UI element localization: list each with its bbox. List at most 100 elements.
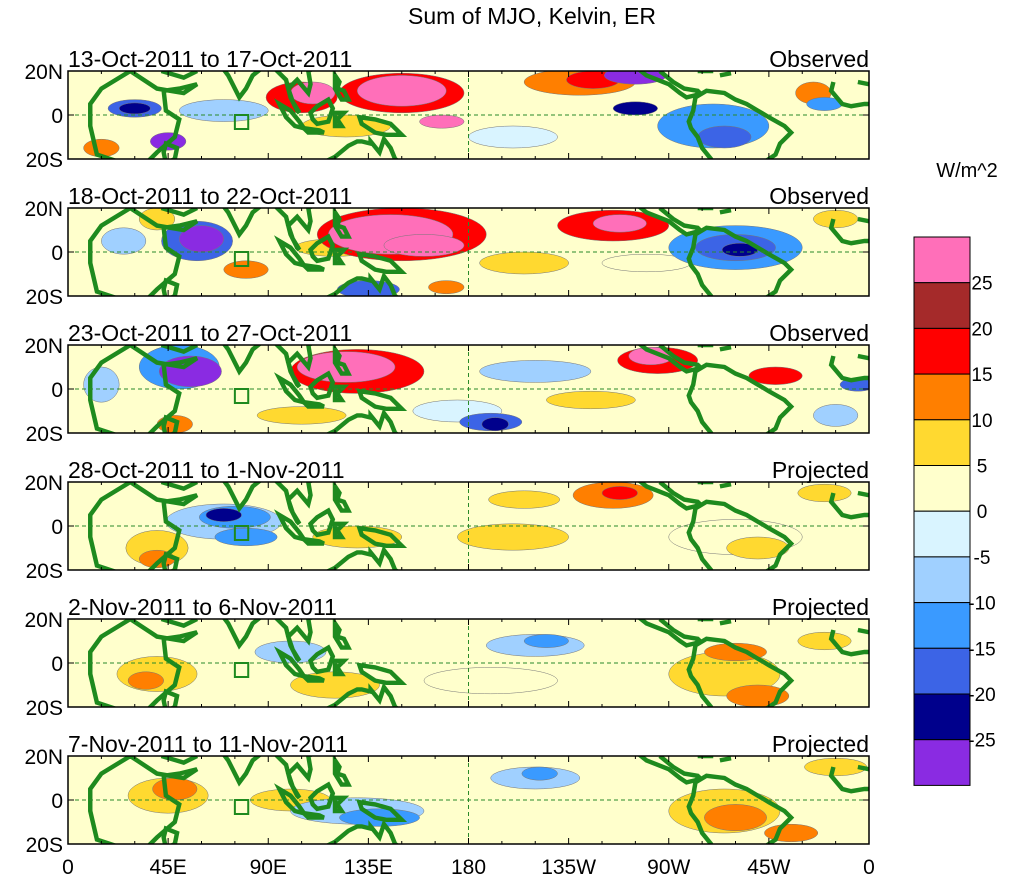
lat-label: 0	[51, 516, 63, 539]
anomaly-contour	[256, 406, 347, 425]
anomaly-contour	[152, 777, 198, 801]
colorbar-label: 20	[971, 319, 992, 340]
box-marker	[233, 388, 250, 404]
panel-date-range: 7-Nov-2011 to 11-Nov-2011	[68, 731, 348, 757]
lon-label: 180	[451, 856, 486, 879]
panel-date-range: 23-Oct-2011 to 27-Oct-2011	[68, 320, 352, 346]
anomaly-contour	[813, 209, 859, 229]
panel-status: Projected	[772, 457, 869, 483]
anomaly-contour	[357, 75, 447, 107]
lon-label: 45E	[149, 856, 186, 879]
lat-label: 0	[51, 105, 63, 128]
map-panel-2: 18-Oct-2011 to 22-Oct-2011 Observed 20N 0 20…	[24, 183, 870, 309]
colorbar-label: -10	[968, 594, 995, 615]
anomaly-contour	[546, 390, 636, 410]
anomaly-contour	[138, 208, 176, 231]
anomaly-contour	[118, 102, 151, 115]
lon-label: 90W	[647, 856, 690, 879]
colorbar-swatch	[913, 465, 971, 512]
colorbar-label: 25	[971, 274, 992, 295]
box-marker	[233, 114, 250, 130]
box-marker	[233, 662, 250, 678]
colorbar-label: 10	[971, 411, 992, 432]
box-marker	[233, 799, 250, 815]
anomaly-contour	[804, 757, 868, 777]
anomaly-contour	[697, 125, 752, 149]
lat-label: 20N	[24, 609, 63, 632]
lat-label: 20S	[26, 697, 63, 720]
anomaly-contour	[797, 483, 852, 503]
map-panels: 13-Oct-2011 to 17-Oct-2011 Observed 20N 0 20…	[24, 46, 875, 879]
lat-label: 20S	[26, 149, 63, 172]
lon-label: 0	[62, 856, 74, 879]
lat-label: 20S	[26, 286, 63, 309]
anomaly-contour	[592, 214, 647, 233]
map-panel-3: 23-Oct-2011 to 27-Oct-2011 Observed 20N 0 20…	[24, 320, 870, 446]
colorbar-swatch	[913, 693, 971, 741]
lat-label: 20S	[26, 560, 63, 583]
map-panel-1: 13-Oct-2011 to 17-Oct-2011 Observed 20N 0 20…	[24, 46, 870, 172]
anomaly-contour	[612, 101, 658, 116]
colorbar-swatch	[913, 419, 971, 466]
panel-date-range: 2-Nov-2011 to 6-Nov-2011	[68, 594, 337, 620]
anomaly-contour	[223, 260, 269, 279]
lon-label: 0	[863, 856, 875, 879]
anomaly-contour	[127, 671, 164, 690]
anomaly-contour	[521, 766, 558, 781]
panel-status: Projected	[772, 731, 869, 757]
panel-date-range: 28-Oct-2011 to 1-Nov-2011	[68, 457, 345, 483]
colorbar-label: -25	[968, 731, 995, 752]
colorbar-swatch	[913, 739, 971, 786]
colorbar-label: -15	[968, 639, 995, 660]
lon-label: 135W	[541, 856, 596, 879]
panel-status: Observed	[769, 46, 869, 72]
colorbar-swatch	[913, 282, 971, 329]
colorbar-swatch	[913, 327, 971, 375]
anomaly-contour	[205, 508, 242, 522]
panel-date-range: 18-Oct-2011 to 22-Oct-2011	[68, 183, 352, 209]
colorbar-swatch	[913, 236, 971, 284]
colorbar-label: -5	[974, 548, 991, 569]
panel-status: Projected	[772, 594, 869, 620]
anomaly-contour	[179, 99, 269, 122]
anomaly-contour	[383, 234, 465, 257]
anomaly-contour	[748, 366, 803, 385]
lat-label: 20N	[24, 335, 63, 358]
lon-label: 45W	[747, 856, 790, 879]
colorbar-label: 0	[977, 502, 988, 523]
lat-label: 20N	[24, 61, 63, 84]
anomaly-contour	[813, 404, 859, 427]
anomaly-contour	[479, 251, 569, 275]
box-marker	[233, 251, 250, 267]
lat-label: 0	[51, 379, 63, 402]
box-marker	[233, 525, 250, 541]
anomaly-contour	[428, 280, 465, 295]
colorbar-label: -20	[968, 685, 995, 706]
anomaly-contour	[488, 490, 560, 509]
colorbar-swatch	[913, 647, 971, 695]
colorbar-swatch	[913, 373, 971, 421]
anomaly-contour	[704, 804, 767, 832]
colorbar-units: W/m^2	[936, 160, 998, 182]
colorbar-swatch	[913, 556, 971, 604]
lat-label: 0	[51, 653, 63, 676]
map-panel-6: 7-Nov-2011 to 11-Nov-2011 Projected 20N 0 20…	[24, 731, 870, 857]
colorbar-label: 5	[977, 457, 988, 478]
panel-status: Observed	[769, 183, 869, 209]
colorbar-label: 15	[971, 365, 992, 386]
anomaly-contour	[423, 667, 558, 695]
anomaly-contour	[468, 125, 558, 149]
panel-date-range: 13-Oct-2011 to 17-Oct-2011	[68, 46, 352, 72]
lat-label: 20N	[24, 472, 63, 495]
anomaly-contour	[457, 523, 569, 551]
anomaly-contour	[479, 360, 592, 383]
lat-label: 0	[51, 790, 63, 813]
colorbar-swatch	[913, 602, 971, 649]
figure-title: Sum of MJO, Kelvin, ER	[408, 3, 656, 29]
map-panel-4: 28-Oct-2011 to 1-Nov-2011 Projected 20N 0 20…	[24, 457, 870, 583]
panel-status: Observed	[769, 320, 869, 346]
anomaly-contour	[601, 486, 638, 500]
lat-label: 20N	[24, 746, 63, 769]
lat-label: 20N	[24, 198, 63, 221]
anomaly-contour	[797, 631, 852, 651]
